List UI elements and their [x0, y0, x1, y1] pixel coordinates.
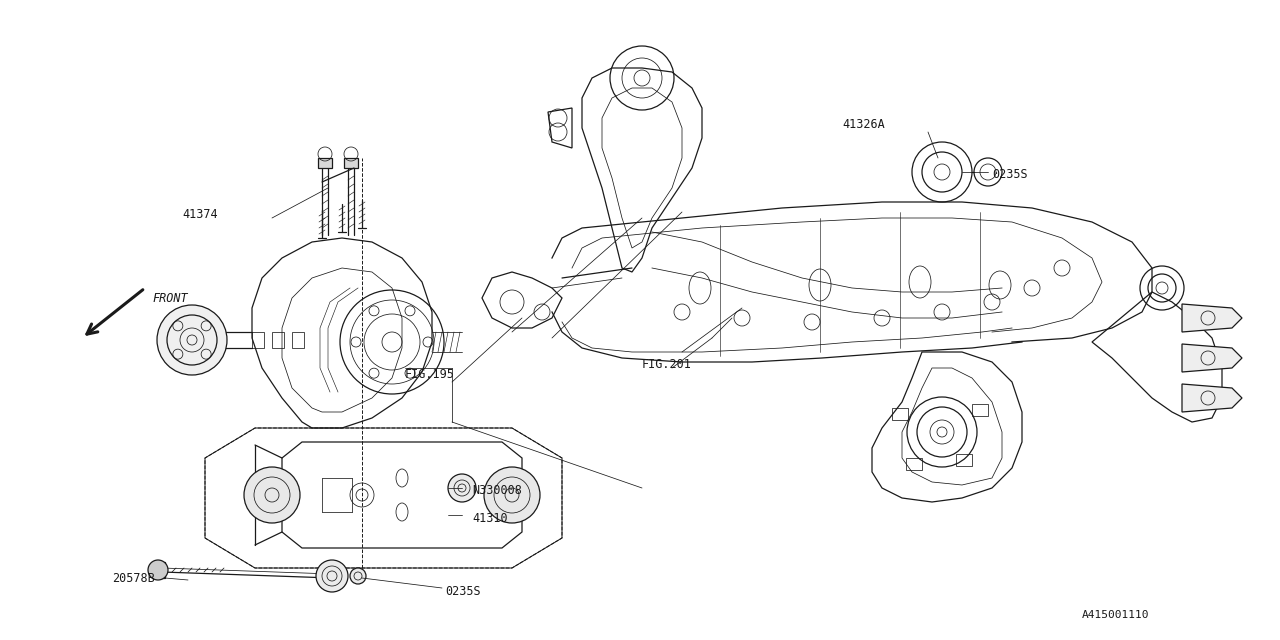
Polygon shape: [1181, 344, 1242, 372]
Polygon shape: [344, 158, 358, 168]
Text: 0235S: 0235S: [445, 585, 480, 598]
Polygon shape: [152, 562, 165, 578]
Text: FIG.201: FIG.201: [643, 358, 692, 371]
Polygon shape: [1181, 384, 1242, 412]
Text: A415001110: A415001110: [1082, 610, 1149, 620]
Polygon shape: [1181, 304, 1242, 332]
Circle shape: [148, 560, 168, 580]
Text: 41326A: 41326A: [842, 118, 884, 131]
Circle shape: [316, 560, 348, 592]
Text: N330008: N330008: [472, 484, 522, 497]
Text: 20578B: 20578B: [113, 572, 155, 585]
Polygon shape: [317, 158, 332, 168]
Circle shape: [448, 474, 476, 502]
Text: 41310: 41310: [472, 512, 508, 525]
Circle shape: [244, 467, 300, 523]
Circle shape: [349, 568, 366, 584]
Circle shape: [484, 467, 540, 523]
Text: 0235S: 0235S: [992, 168, 1028, 181]
Text: FIG.195: FIG.195: [404, 368, 454, 381]
Circle shape: [157, 305, 227, 375]
Text: 41374: 41374: [182, 208, 218, 221]
Text: FRONT: FRONT: [152, 291, 188, 305]
